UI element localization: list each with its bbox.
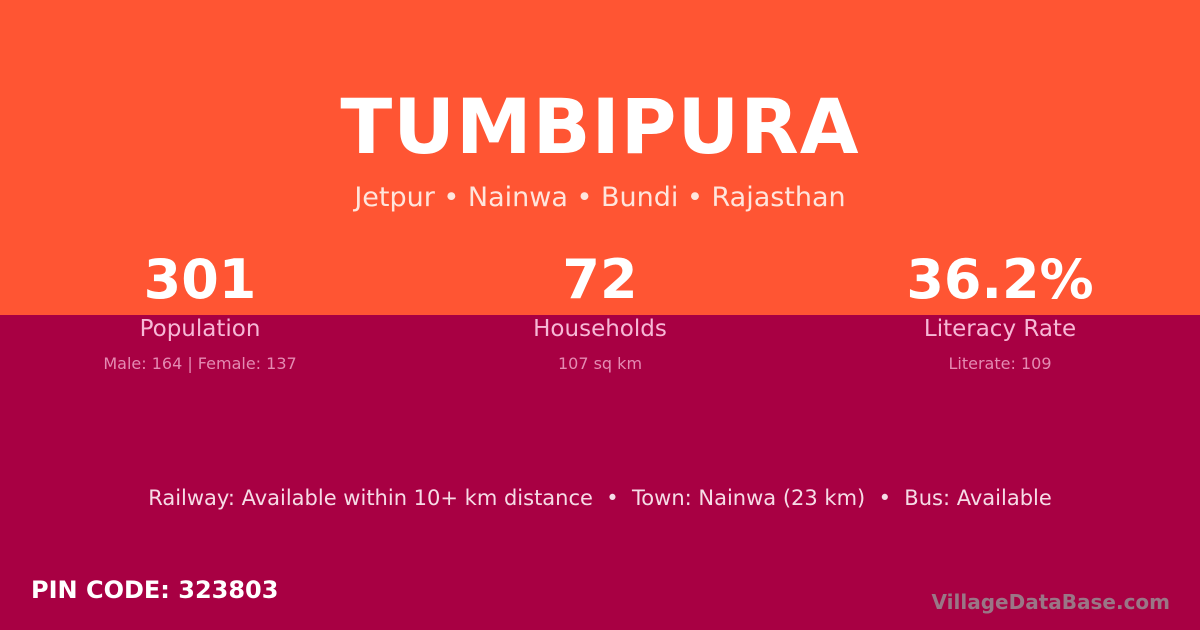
stat-value: 301 bbox=[143, 248, 257, 311]
stat-label: Literacy Rate bbox=[923, 316, 1077, 342]
connectivity-info: Railway: Available within 10+ km distanc… bbox=[148, 486, 1052, 510]
stat-detail: 107 sq km bbox=[557, 354, 643, 373]
location-breadcrumb: Jetpur • Nainwa • Bundi • Rajasthan bbox=[354, 182, 846, 213]
stat-value: 72 bbox=[562, 248, 638, 311]
header-band bbox=[0, 0, 1200, 315]
stat-detail: Literate: 109 bbox=[948, 354, 1052, 373]
stat-value: 36.2% bbox=[906, 248, 1094, 311]
brand-logo: VillageDataBase.com bbox=[931, 590, 1170, 614]
village-title: TUMBIPURA bbox=[340, 82, 860, 171]
pin-code: PIN CODE: 323803 bbox=[31, 576, 279, 604]
stat-detail: Male: 164 | Female: 137 bbox=[103, 354, 297, 373]
stat-label: Households bbox=[533, 316, 667, 342]
stat-label: Population bbox=[139, 316, 261, 342]
